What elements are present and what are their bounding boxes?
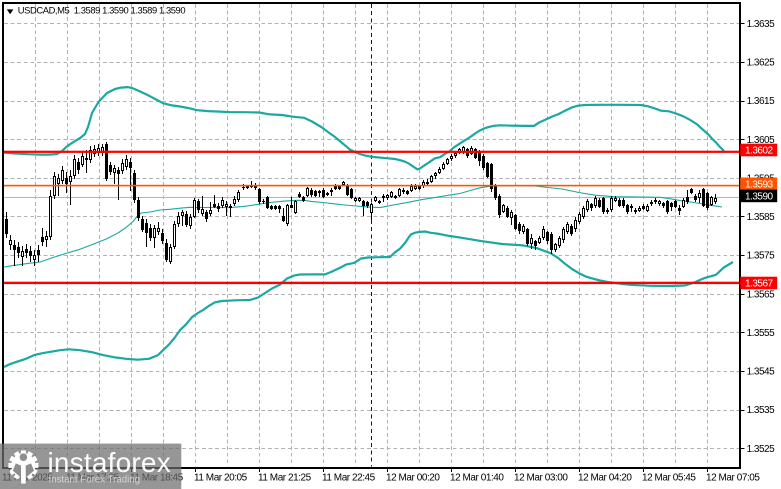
svg-text:12 Mar 05:45: 12 Mar 05:45 xyxy=(642,473,696,484)
svg-text:11 Mar 20:05: 11 Mar 20:05 xyxy=(194,473,248,484)
svg-text:11 Mar 22:45: 11 Mar 22:45 xyxy=(322,473,376,484)
svg-text:instaforex: instaforex xyxy=(48,447,171,478)
svg-text:11 Mar 21:25: 11 Mar 21:25 xyxy=(258,473,312,484)
svg-text:12 Mar 00:20: 12 Mar 00:20 xyxy=(386,473,440,484)
svg-text:1.3602: 1.3602 xyxy=(745,146,774,157)
svg-text:12 Mar 03:00: 12 Mar 03:00 xyxy=(514,473,568,484)
svg-text:1.3525: 1.3525 xyxy=(747,444,776,455)
svg-text:1.3535: 1.3535 xyxy=(747,405,776,416)
svg-text:1.3635: 1.3635 xyxy=(747,19,776,30)
svg-text:12 Mar 01:40: 12 Mar 01:40 xyxy=(450,473,504,484)
svg-text:1.3575: 1.3575 xyxy=(747,251,776,262)
svg-text:USDCAD,M5 1.3589 1.3590 1.358: USDCAD,M5 1.3589 1.3590 1.3589 1.3590 xyxy=(18,5,186,16)
svg-text:Instant Forex Trading: Instant Forex Trading xyxy=(49,475,141,486)
svg-text:1.3590: 1.3590 xyxy=(745,192,774,203)
svg-text:1.3555: 1.3555 xyxy=(747,328,776,339)
svg-text:1.3565: 1.3565 xyxy=(747,289,776,300)
svg-text:1.3625: 1.3625 xyxy=(747,58,776,69)
svg-text:1.3605: 1.3605 xyxy=(747,135,776,146)
svg-text:1.3567: 1.3567 xyxy=(745,279,774,290)
svg-text:1.3585: 1.3585 xyxy=(747,212,776,223)
svg-text:12 Mar 07:05: 12 Mar 07:05 xyxy=(706,473,760,484)
svg-text:1.3593: 1.3593 xyxy=(745,180,774,191)
svg-text:1.3545: 1.3545 xyxy=(747,367,776,378)
svg-text:1.3615: 1.3615 xyxy=(747,96,776,107)
svg-text:12 Mar 04:20: 12 Mar 04:20 xyxy=(578,473,632,484)
